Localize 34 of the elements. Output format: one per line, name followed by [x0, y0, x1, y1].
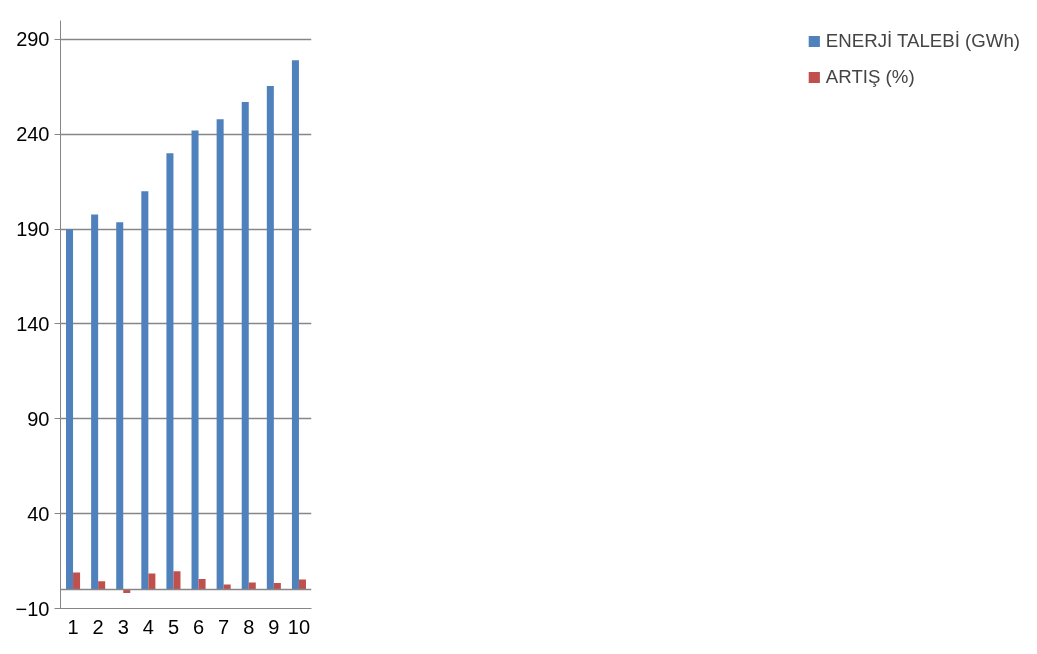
bar [241, 102, 249, 590]
bar [191, 130, 199, 590]
x-tick-label: 3 [117, 615, 129, 638]
x-tick-label: 9 [268, 615, 280, 638]
y-tick-label: 40 [27, 502, 50, 525]
y-tick-label: 90 [27, 407, 50, 430]
bar [216, 119, 224, 590]
bar [291, 60, 299, 590]
x-tick-label: 5 [167, 615, 180, 638]
x-tick-label: 4 [142, 615, 154, 638]
y-tick-label: 190 [16, 218, 50, 241]
bar [141, 191, 149, 590]
x-tick-label: 8 [243, 615, 255, 638]
x-tick-label: 7 [218, 615, 230, 638]
x-tick-label: 1 [67, 615, 79, 638]
bar [173, 571, 181, 590]
x-tick-label: 10 [287, 615, 311, 638]
x-tick-label: 2 [92, 615, 104, 638]
bar [66, 229, 74, 590]
bar [116, 222, 124, 590]
y-tick-label: −10 [15, 597, 50, 620]
bar [166, 153, 174, 590]
bar [91, 214, 99, 590]
bar [148, 573, 156, 590]
y-tick-label: 240 [16, 123, 50, 146]
bar [298, 579, 306, 590]
legend-label: ENERJİ TALEBİ (GWh) [825, 30, 1020, 52]
y-tick-label: 140 [16, 312, 50, 335]
bar [73, 572, 81, 590]
x-tick-label: 6 [192, 615, 205, 638]
legend-label: ARTIŞ (%) [825, 66, 915, 88]
y-tick-label: 290 [16, 28, 50, 51]
bar [198, 579, 206, 590]
bar [266, 85, 274, 590]
